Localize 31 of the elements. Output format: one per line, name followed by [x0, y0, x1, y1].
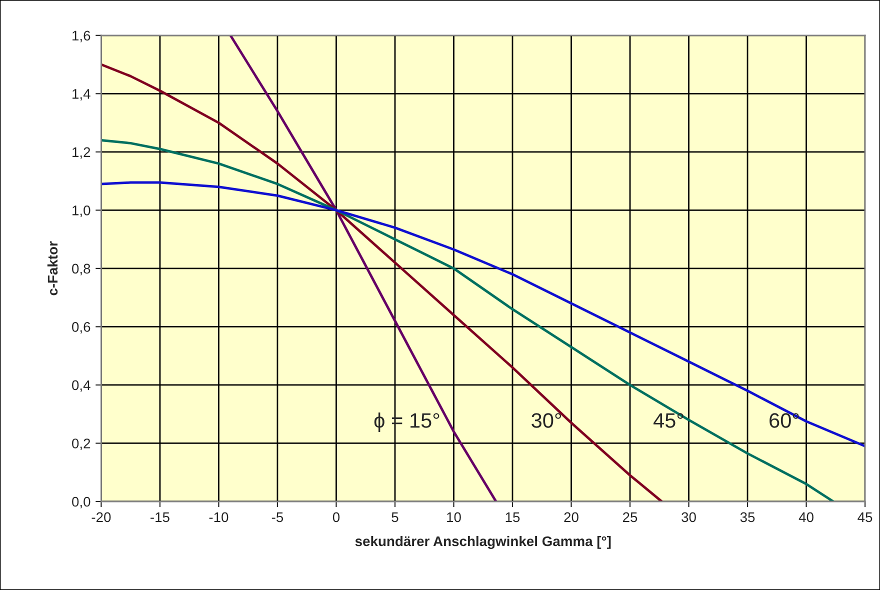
x-tick-label: 40	[798, 512, 814, 522]
x-tick-label: 30	[682, 512, 696, 522]
y-tick-label: 1,0	[72, 206, 90, 217]
y-tick-label: 0,6	[72, 322, 90, 334]
line-series	[101, 181, 866, 448]
x-tick-label: 15	[506, 512, 520, 522]
x-tick-label: -10	[209, 512, 228, 522]
x-tick-label: 25	[622, 512, 638, 522]
y-tick-label: 1,6	[72, 30, 90, 42]
line-series	[229, 35, 498, 502]
x-axis-title: sekundärer Anschlagwinkel Gamma [°]	[355, 536, 611, 549]
y-tick-label: 1,4	[72, 89, 90, 100]
x-tick-label: -20	[92, 512, 111, 522]
line-series	[101, 139, 835, 502]
x-tick-label: 20	[564, 512, 578, 522]
x-tick-label: 10	[447, 512, 461, 522]
x-tick-label: -15	[150, 512, 170, 522]
y-tick-label: 0,4	[72, 380, 90, 392]
series-label: 45°	[654, 413, 684, 428]
y-axis-title: c-Faktor	[47, 241, 58, 296]
y-tick-label: 0,2	[72, 438, 90, 450]
series-label: 60°	[770, 413, 799, 428]
x-tick-label: 0	[332, 512, 340, 522]
x-tick-label: 5	[392, 512, 398, 522]
x-tick-label: 45	[858, 512, 872, 522]
x-tick-label: -5	[272, 512, 284, 522]
y-tick-label: 1,2	[72, 147, 90, 159]
series-label: 30°	[532, 413, 562, 428]
x-tick-label: 35	[740, 512, 755, 522]
y-tick-label: 0,0	[72, 496, 90, 508]
y-tick-label: 0,8	[72, 264, 90, 276]
